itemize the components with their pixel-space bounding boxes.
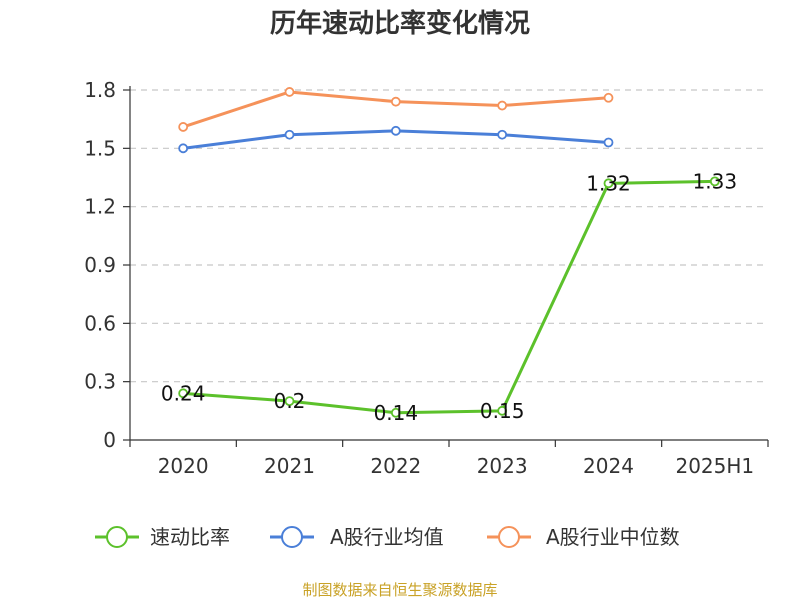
data-point[interactable]	[497, 100, 508, 111]
data-point[interactable]	[178, 122, 189, 132]
data-point[interactable]	[178, 143, 189, 154]
series-group	[178, 87, 720, 418]
data-label: 0.15	[480, 399, 525, 423]
x-tick-label: 2022	[370, 454, 421, 478]
data-point[interactable]	[497, 405, 508, 416]
legend-swatch-marker[interactable]	[281, 526, 303, 548]
legend-label[interactable]: A股行业中位数	[546, 525, 680, 549]
y-tick-label: 1.8	[84, 78, 116, 102]
data-point[interactable]	[603, 92, 614, 103]
legend-swatch-marker[interactable]	[106, 526, 128, 548]
x-tick-label: 2021	[264, 454, 315, 478]
x-tick-label: 2025H1	[675, 454, 754, 478]
y-tick-label: 0.9	[84, 253, 116, 277]
chart-title: 历年速动比率变化情况	[270, 8, 530, 39]
data-point[interactable]	[390, 96, 401, 107]
data-label: 0.24	[161, 381, 206, 405]
data-point[interactable]	[390, 125, 401, 136]
data-labels: 0.24 0.2 0.14 0.15 1.32 1.33	[161, 169, 737, 424]
x-tick-label: 2024	[583, 454, 634, 478]
data-point[interactable]	[284, 396, 295, 407]
data-point[interactable]	[603, 178, 614, 189]
data-point[interactable]	[178, 388, 189, 399]
y-tick-label: 1.5	[84, 136, 116, 160]
y-tick-label: 0	[103, 428, 116, 452]
data-point[interactable]	[497, 129, 508, 140]
data-point[interactable]	[390, 407, 401, 418]
x-tick-label: 2020	[158, 454, 209, 478]
legend: 速动比率 A股行业均值 A股行业中位数	[95, 525, 680, 549]
legend-swatch-marker[interactable]	[498, 526, 520, 548]
y-tick-label: 0.6	[84, 311, 116, 335]
source-note: 制图数据来自恒生聚源数据库	[302, 581, 497, 599]
data-label: 0.14	[374, 401, 419, 425]
y-tick-label: 0.3	[84, 370, 116, 394]
data-label: 1.32	[586, 171, 631, 195]
x-tick-label: 2023	[477, 454, 528, 478]
legend-label[interactable]: A股行业均值	[330, 525, 444, 549]
data-point[interactable]	[284, 129, 295, 140]
data-label: 1.33	[693, 169, 738, 193]
data-point[interactable]	[603, 137, 614, 148]
grid-lines	[130, 89, 768, 383]
series-line	[183, 179, 715, 415]
axes: 0 0.3 0.6 0.9 1.2 1.5 1.8 2020 2021 2022 2023 2024 2…	[84, 78, 769, 478]
data-point[interactable]	[709, 176, 720, 187]
data-point[interactable]	[284, 87, 295, 97]
legend-label[interactable]: 速动比率	[150, 525, 230, 549]
y-tick-label: 1.2	[84, 195, 116, 219]
data-label: 0.2	[274, 389, 306, 413]
